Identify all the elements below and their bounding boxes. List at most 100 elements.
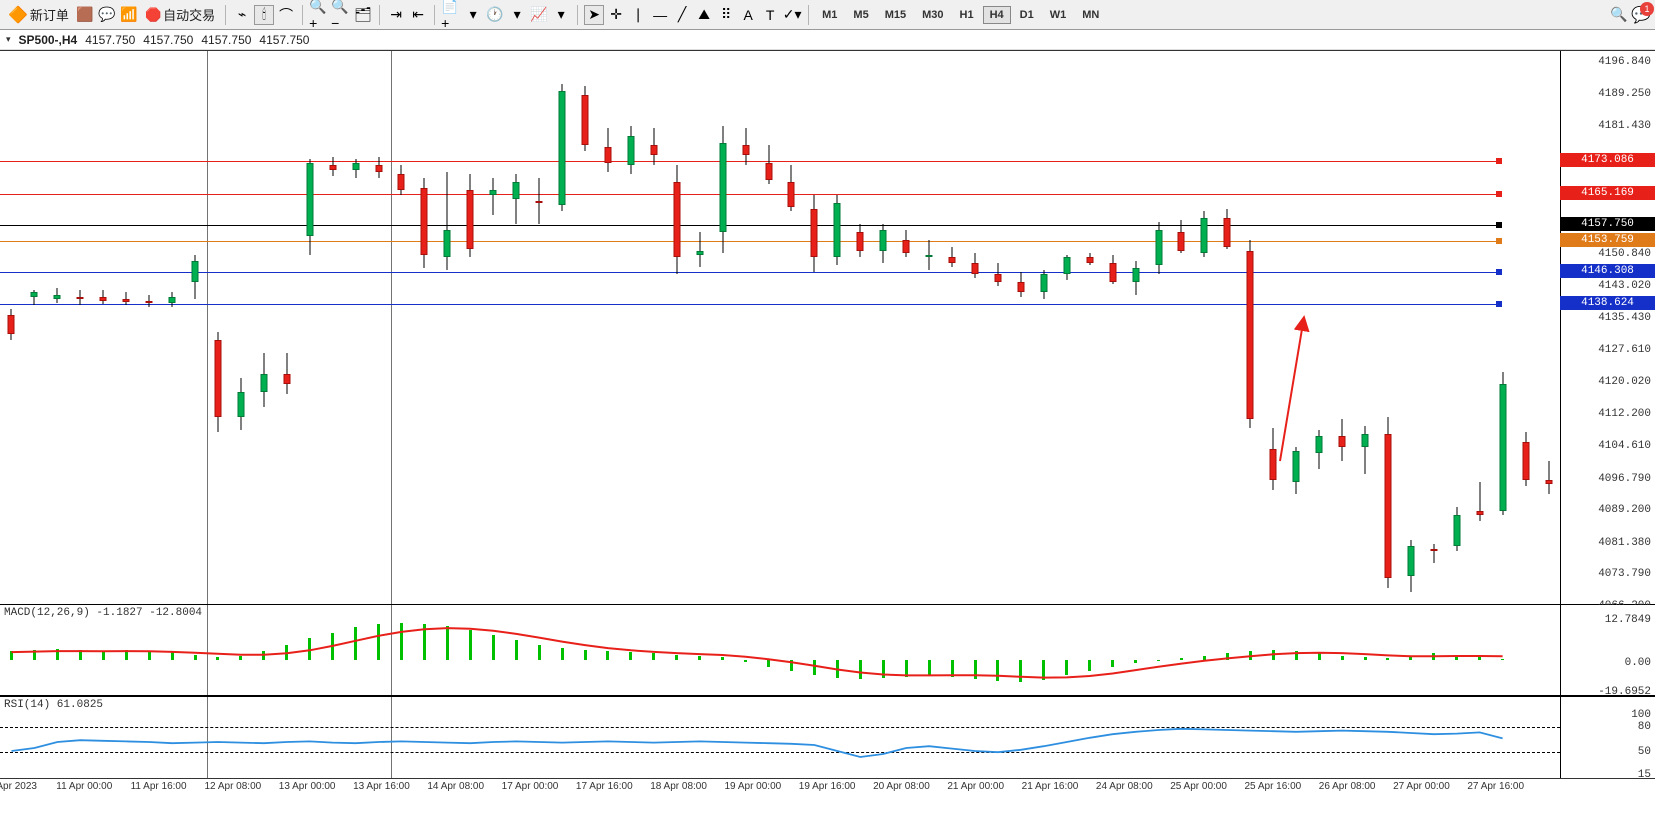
price-level-label[interactable]: 4153.759 [1560,233,1655,247]
stamp-icon[interactable]: 🟫 [75,5,95,25]
timeframe-d1[interactable]: D1 [1013,6,1041,24]
candlestick[interactable] [1086,257,1093,263]
candlestick[interactable] [1430,549,1437,551]
candlestick[interactable] [1545,480,1552,484]
price-level-label[interactable]: 4173.086 [1560,153,1655,167]
horizontal-line-tool-icon[interactable]: ― [650,5,670,25]
candlestick[interactable] [1476,511,1483,515]
candlestick[interactable] [123,299,130,302]
candlestick[interactable] [54,295,61,299]
candlestick[interactable] [1155,230,1162,265]
timeframe-mn[interactable]: MN [1075,6,1106,24]
chevron-down-icon-3[interactable]: ▾ [551,5,571,25]
candlestick[interactable] [1040,274,1047,293]
checklist-tool-icon[interactable]: ✓▾ [782,5,802,25]
timeframe-m15[interactable]: M15 [878,6,913,24]
candlestick[interactable] [765,163,772,180]
scroll-right-icon[interactable]: ⇤ [408,5,428,25]
candlestick[interactable] [146,301,153,303]
scroll-left-icon[interactable]: ⇥ [386,5,406,25]
candlestick[interactable] [444,230,451,257]
candlestick[interactable] [352,163,359,169]
candlestick[interactable] [513,182,520,199]
candlestick[interactable] [627,136,634,165]
price-level-label[interactable]: 4157.750 [1560,217,1655,231]
search-icon[interactable]: 🔍 [1609,5,1629,25]
timeframe-h1[interactable]: H1 [953,6,981,24]
line-chart-icon[interactable]: ⌁ [232,5,252,25]
notifications-icon[interactable]: 💬 1 [1631,5,1651,25]
candlestick[interactable] [1063,257,1070,274]
candlestick[interactable] [1522,442,1529,479]
candlestick[interactable] [1017,282,1024,292]
candlestick[interactable] [880,230,887,251]
candlestick[interactable] [1132,268,1139,283]
candlestick[interactable] [994,274,1001,282]
candlestick[interactable] [260,374,267,393]
candlestick[interactable] [903,240,910,252]
candlestick[interactable] [673,182,680,257]
candlestick[interactable] [1224,218,1231,247]
candlestick[interactable] [834,203,841,257]
rsi-indicator-panel[interactable]: RSI(14) 61.0825 100 80 50 15 [0,697,1655,779]
candlestick[interactable] [169,297,176,303]
candlestick[interactable] [1339,436,1346,446]
price-level-label[interactable]: 4165.169 [1560,186,1655,200]
candlestick[interactable] [1178,232,1185,251]
candlestick[interactable] [1109,263,1116,282]
candlestick[interactable] [1499,384,1506,511]
price-level-line[interactable] [0,304,1500,305]
candle-chart-icon[interactable]: 🕯 [254,5,274,25]
candlestick[interactable] [1384,434,1391,578]
candlestick[interactable] [467,190,474,248]
price-level-line[interactable] [0,161,1500,162]
candlestick[interactable] [398,174,405,191]
candlestick[interactable] [375,165,382,171]
candlestick[interactable] [559,91,566,205]
macd-indicator-panel[interactable]: MACD(12,26,9) -1.1827 -12.8004 12.7849 0… [0,605,1655,697]
auto-trading-toggle[interactable]: 🛑 自动交易 [141,2,219,28]
price-y-axis[interactable]: 4196.840 4189.250 4181.430 4150.840 4143.020… [1560,51,1655,604]
text-box-tool-icon[interactable]: T [760,5,780,25]
chevron-down-icon-2[interactable]: ▾ [507,5,527,25]
candlestick[interactable] [742,145,749,155]
rsi-y-axis[interactable]: 100 80 50 15 [1560,697,1655,778]
candlestick[interactable] [421,188,428,255]
clock-icon[interactable]: 🕐 [485,5,505,25]
zoom-out-icon[interactable]: 🔍− [331,5,351,25]
dotted-grid-tool-icon[interactable]: ⠿ [716,5,736,25]
price-level-line[interactable] [0,225,1500,226]
collapse-chevron[interactable]: ▾ [6,34,11,45]
chart-container[interactable]: 4196.840 4189.250 4181.430 4150.840 4143.020… [0,50,1655,796]
templates-icon[interactable]: 🗂 [353,5,373,25]
candlestick[interactable] [306,163,313,236]
candlestick[interactable] [8,315,15,334]
channel-icon[interactable]: 📈 [529,5,549,25]
candlestick[interactable] [1453,515,1460,546]
candlestick[interactable] [214,340,221,417]
candlestick[interactable] [100,297,107,301]
candlestick[interactable] [788,182,795,207]
timeframe-m1[interactable]: M1 [815,6,844,24]
candlestick[interactable] [490,190,497,194]
text-tool-icon[interactable]: A [738,5,758,25]
candlestick[interactable] [604,147,611,164]
crosshair-tool-icon[interactable]: ✛ [606,5,626,25]
candlestick[interactable] [1316,436,1323,453]
chevron-down-icon[interactable]: ▾ [463,5,483,25]
candlestick[interactable] [329,165,336,169]
fib-tool-icon[interactable]: ⛰ [694,5,714,25]
candlestick[interactable] [1293,451,1300,482]
candlestick[interactable] [972,263,979,273]
wifi-icon[interactable]: 📶 [119,5,139,25]
date-x-axis[interactable]: 10 Apr 2023 11 Apr 00:00 11 Apr 16:00 12 Ap… [0,779,1655,796]
cursor-tool-icon[interactable]: ➤ [584,5,604,25]
candlestick[interactable] [811,209,818,257]
macd-y-axis[interactable]: 12.7849 0.00 -19.6952 [1560,605,1655,695]
candlestick[interactable] [31,292,38,296]
timeframe-m5[interactable]: M5 [846,6,875,24]
candlestick[interactable] [949,257,956,263]
price-level-line[interactable] [0,272,1500,273]
timeframe-h4[interactable]: H4 [983,6,1011,24]
candlestick[interactable] [536,201,543,203]
